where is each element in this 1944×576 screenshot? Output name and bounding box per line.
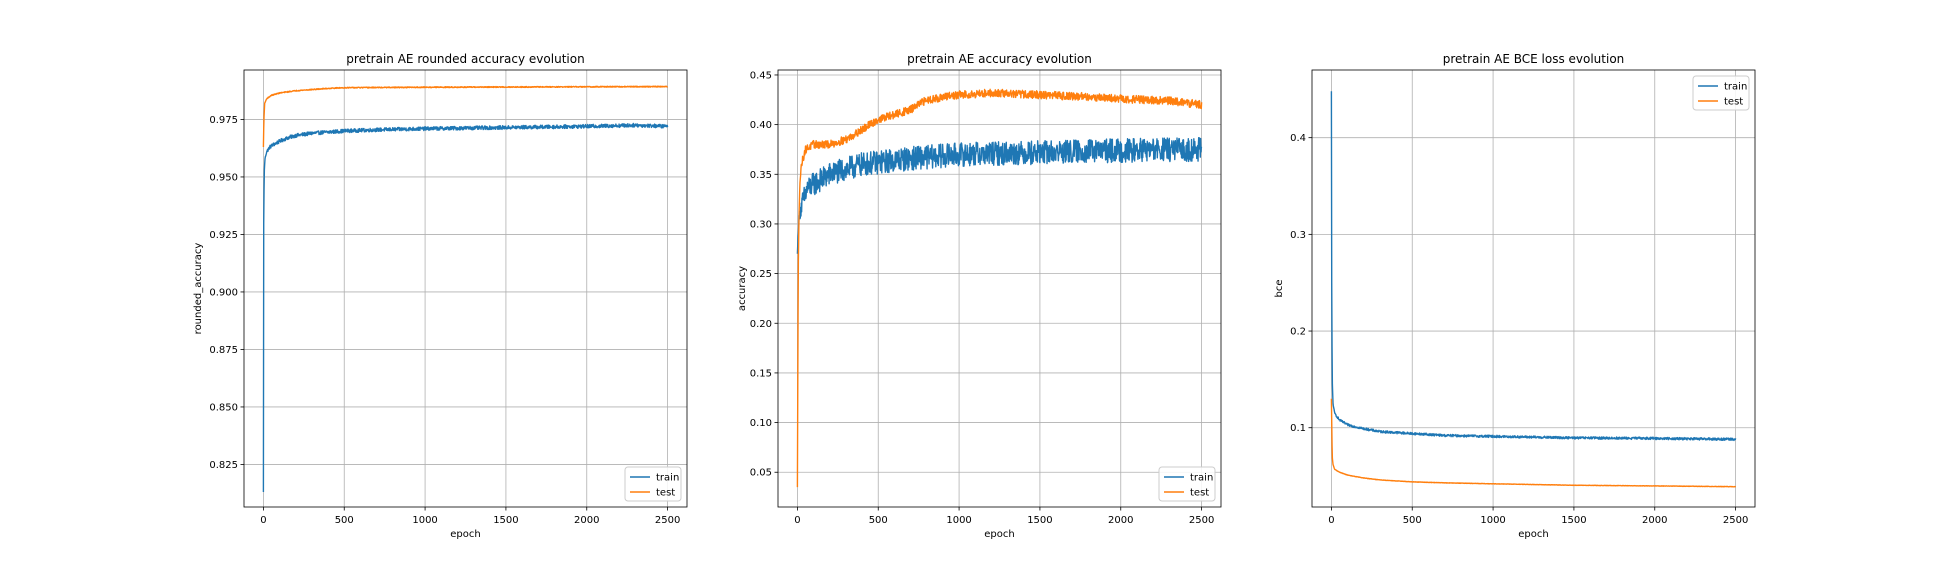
y-tick-label: 0.15 — [750, 368, 772, 379]
y-tick-label: 0.925 — [209, 230, 238, 241]
series-line-test — [262, 85, 669, 148]
rounded-accuracy-chart: pretrain AE rounded accuracy evolution 0… — [193, 52, 688, 540]
plot-area — [1330, 91, 1737, 488]
x-tick-label: 500 — [869, 515, 888, 526]
plot-area — [262, 85, 669, 493]
legend: train test — [1692, 75, 1750, 111]
axes-frame — [777, 69, 1222, 508]
x-tick-label: 0 — [260, 515, 266, 526]
legend-label-train: train — [1724, 82, 1747, 93]
y-tick-label: 0.20 — [750, 319, 772, 330]
y-tick-label: 0.30 — [750, 219, 772, 230]
y-tick-label: 0.05 — [750, 468, 772, 479]
y-tick-label: 0.35 — [750, 170, 772, 181]
series-line-train — [1330, 91, 1737, 442]
x-tick-label: 2000 — [1642, 515, 1667, 526]
y-tick-label: 0.3 — [1290, 230, 1306, 241]
y-axis-ticks: 0.1 0.2 0.3 0.4 — [1290, 133, 1312, 434]
x-tick-label: 500 — [1403, 515, 1422, 526]
y-tick-label: 0.950 — [209, 172, 238, 183]
x-axis-ticks: 0 500 1000 1500 2000 2500 — [794, 507, 1214, 526]
x-axis-ticks: 0 500 1000 1500 2000 2500 — [260, 507, 680, 526]
series-line-test — [796, 88, 1203, 488]
series-line-train — [262, 122, 669, 493]
x-tick-label: 0 — [1328, 515, 1334, 526]
x-tick-label: 500 — [335, 515, 354, 526]
x-axis-ticks: 0 500 1000 1500 2000 2500 — [1328, 507, 1748, 526]
plot-area — [796, 88, 1203, 488]
x-tick-label: 2000 — [574, 515, 599, 526]
gridlines — [244, 70, 687, 507]
series-line-test — [1330, 398, 1737, 488]
y-axis-label: bce — [1274, 280, 1285, 298]
y-tick-label: 0.10 — [750, 418, 772, 429]
x-tick-label: 1500 — [1561, 515, 1586, 526]
y-axis-label: rounded_accuracy — [193, 243, 204, 335]
x-tick-label: 2500 — [1723, 515, 1748, 526]
y-tick-label: 0.850 — [209, 402, 238, 413]
y-tick-label: 0.25 — [750, 269, 772, 280]
bce-loss-chart: pretrain AE BCE loss evolution 0 500 1000 1… — [1274, 52, 1756, 540]
gridlines — [1312, 70, 1755, 507]
legend: train test — [1158, 466, 1216, 502]
y-tick-label: 0.900 — [209, 287, 238, 298]
y-axis-ticks: 0.825 0.850 0.875 0.900 0.925 0.950 0.975 — [209, 115, 244, 471]
x-tick-label: 2500 — [1189, 515, 1214, 526]
legend-label-train: train — [1190, 473, 1213, 484]
x-tick-label: 1000 — [1480, 515, 1505, 526]
x-axis-label: epoch — [450, 529, 480, 540]
y-tick-label: 0.40 — [750, 120, 772, 131]
chart-title: pretrain AE rounded accuracy evolution — [346, 52, 584, 66]
y-tick-label: 0.4 — [1290, 133, 1306, 144]
x-tick-label: 2000 — [1108, 515, 1133, 526]
x-tick-label: 1000 — [946, 515, 971, 526]
accuracy-chart: pretrain AE accuracy evolution 0 500 1000 1… — [737, 52, 1222, 540]
x-tick-label: 1000 — [412, 515, 437, 526]
x-axis-label: epoch — [984, 529, 1014, 540]
y-axis-label: accuracy — [737, 266, 748, 311]
legend-label-train: train — [656, 473, 679, 484]
y-tick-label: 0.825 — [209, 460, 238, 471]
series-line-train — [796, 136, 1203, 254]
axes-frame — [1311, 69, 1756, 508]
chart-title: pretrain AE accuracy evolution — [907, 52, 1092, 66]
legend-label-test: test — [1724, 97, 1743, 108]
x-tick-label: 1500 — [1027, 515, 1052, 526]
x-tick-label: 2500 — [655, 515, 680, 526]
y-tick-label: 0.975 — [209, 115, 238, 126]
x-tick-label: 0 — [794, 515, 800, 526]
y-tick-label: 0.45 — [750, 70, 772, 81]
y-tick-label: 0.1 — [1290, 423, 1306, 434]
axes-frame — [243, 69, 688, 508]
y-tick-label: 0.2 — [1290, 327, 1306, 338]
chart-title: pretrain AE BCE loss evolution — [1443, 52, 1625, 66]
x-axis-label: epoch — [1518, 529, 1548, 540]
y-tick-label: 0.875 — [209, 345, 238, 356]
legend-label-test: test — [656, 488, 675, 499]
x-tick-label: 1500 — [493, 515, 518, 526]
legend: train test — [624, 466, 682, 502]
legend-label-test: test — [1190, 488, 1209, 499]
y-axis-ticks: 0.05 0.10 0.15 0.20 0.25 0.30 0.35 0.40 0.45 — [750, 70, 778, 479]
